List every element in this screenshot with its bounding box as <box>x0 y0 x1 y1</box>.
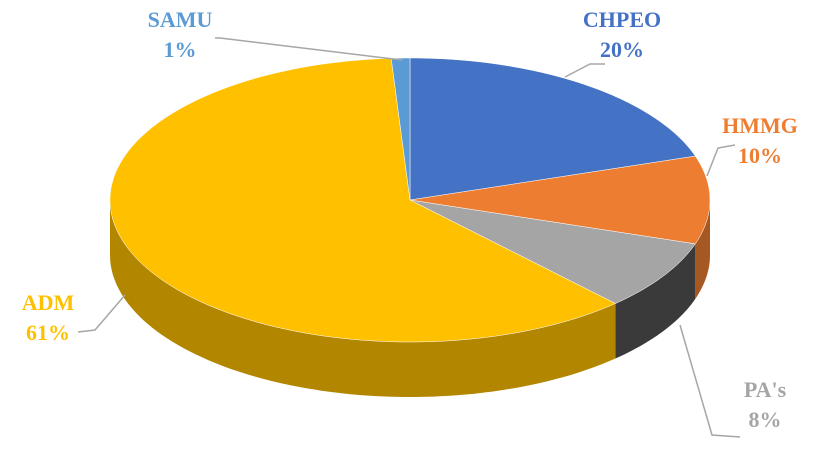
data-label-name: HMMG <box>722 113 798 138</box>
data-label-value: 1% <box>164 37 197 62</box>
data-label-name: SAMU <box>148 7 213 32</box>
slice-side <box>615 243 696 359</box>
leader-line <box>564 63 605 78</box>
data-label-name: PA's <box>744 377 787 402</box>
data-label-name: CHPEO <box>583 7 661 32</box>
data-label-value: 8% <box>749 407 782 432</box>
slice <box>409 155 711 245</box>
leader-line <box>679 324 741 438</box>
slice <box>409 57 696 201</box>
slice <box>109 58 616 343</box>
data-label-value: 10% <box>738 143 782 168</box>
data-label-value: 20% <box>600 37 644 62</box>
data-label-name: ADM <box>22 290 75 315</box>
leader-line <box>77 294 126 333</box>
slice <box>409 199 696 304</box>
slice-side <box>695 200 710 299</box>
leader-line <box>215 37 403 61</box>
leader-line <box>706 144 736 177</box>
slice-side <box>110 200 616 397</box>
data-label-value: 61% <box>26 320 70 345</box>
